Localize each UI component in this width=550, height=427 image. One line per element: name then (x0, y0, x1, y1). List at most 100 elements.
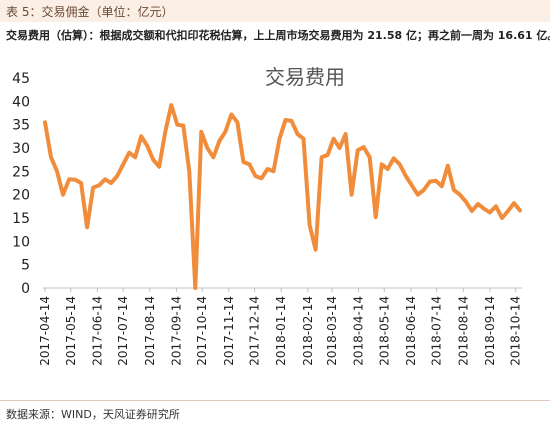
data-point (272, 169, 276, 173)
x-tick-label: 2018-02-14 (301, 296, 315, 366)
data-point (494, 204, 498, 208)
y-axis-ticks: 0 5 10 15 20 25 30 35 40 45 (12, 71, 30, 297)
data-point (440, 184, 444, 188)
data-point (235, 120, 239, 124)
x-tick-label: 2018-08-14 (456, 296, 470, 366)
data-point (223, 130, 227, 134)
data-point (199, 130, 203, 134)
data-point (157, 165, 161, 169)
data-point (229, 112, 233, 116)
data-point (320, 155, 324, 159)
data-point (284, 118, 288, 122)
data-point (103, 177, 107, 181)
data-point (332, 137, 336, 141)
data-point (67, 177, 71, 181)
x-tick-label: 2018-05-14 (377, 296, 391, 366)
data-point (181, 124, 185, 128)
data-point (512, 201, 516, 205)
y-tick-label: 10 (12, 234, 30, 250)
table-header-label: 表 5：交易佣金（单位：亿元） (6, 5, 174, 19)
table-header-bar: 表 5：交易佣金（单位：亿元） (0, 0, 550, 22)
x-axis-ticks: 2017-04-14 2017-05-14 2017-06-14 2017-07-14… (38, 288, 523, 366)
chart-container: 交易费用 0 5 10 15 20 25 30 35 40 45 2017-04-14 2017-0… (0, 48, 550, 398)
data-point (121, 162, 125, 166)
data-point (85, 225, 89, 229)
data-point (163, 130, 167, 134)
data-point (73, 178, 77, 182)
y-tick-label: 20 (12, 188, 30, 204)
x-tick-label: 2017-05-14 (64, 296, 78, 366)
data-point (145, 144, 149, 148)
data-point (260, 176, 264, 180)
y-tick-label: 45 (12, 71, 30, 87)
x-tick-label: 2017-06-14 (90, 296, 104, 366)
data-point (452, 188, 456, 192)
series-line (43, 103, 522, 290)
data-source: 数据来源：WIND，天风证券研究所 (6, 408, 180, 421)
data-point (392, 156, 396, 160)
data-point (500, 216, 504, 220)
data-point (416, 193, 420, 197)
data-point (302, 137, 306, 141)
x-tick-label: 2018-06-14 (404, 296, 418, 366)
x-tick-label: 2017-08-14 (143, 296, 157, 366)
data-point (488, 210, 492, 214)
x-tick-label: 2017-07-14 (116, 296, 130, 366)
x-tick-label: 2018-01-14 (274, 296, 288, 366)
y-tick-label: 0 (21, 281, 30, 297)
data-point (356, 148, 360, 152)
data-point (386, 167, 390, 171)
chart-title: 交易费用 (265, 65, 345, 89)
data-point (476, 202, 480, 206)
data-point (410, 183, 414, 187)
x-tick-label: 2018-03-14 (325, 296, 339, 366)
data-point (482, 207, 486, 211)
data-point (79, 181, 83, 185)
data-point (518, 209, 522, 213)
y-tick-label: 5 (21, 258, 30, 274)
data-point (350, 193, 354, 197)
data-point (115, 174, 119, 178)
data-point (374, 215, 378, 219)
y-tick-label: 30 (12, 141, 30, 157)
data-point (380, 162, 384, 166)
data-point (404, 174, 408, 178)
data-point (175, 123, 179, 127)
data-point (217, 139, 221, 143)
data-point (446, 164, 450, 168)
y-tick-label: 15 (12, 211, 30, 227)
data-point (308, 223, 312, 227)
data-point (97, 183, 101, 187)
y-tick-label: 25 (12, 164, 30, 180)
data-point (362, 145, 366, 149)
data-point (247, 162, 251, 166)
data-point (61, 193, 65, 197)
data-point (326, 153, 330, 157)
data-point (139, 134, 143, 138)
data-point (296, 132, 300, 136)
x-tick-label: 2017-12-14 (248, 296, 262, 366)
footer-divider (0, 400, 550, 401)
estimate-note: 交易费用（估算）：根据成交额和代扣印花税估算，上上周市场交易费用为 21.58 … (6, 29, 550, 42)
data-point (127, 151, 131, 155)
data-point (290, 119, 294, 123)
data-point (49, 155, 53, 159)
y-tick-label: 35 (12, 118, 30, 134)
data-point (241, 160, 245, 164)
data-point (266, 167, 270, 171)
data-point (211, 155, 215, 159)
x-tick-label: 2017-11-14 (222, 296, 236, 366)
data-point (464, 200, 468, 204)
x-tick-label: 2017-04-14 (38, 296, 52, 366)
x-tick-label: 2017-10-14 (195, 296, 209, 366)
data-point (344, 132, 348, 136)
x-tick-label: 2018-09-14 (483, 296, 497, 366)
data-point (506, 209, 510, 213)
data-point (193, 286, 197, 290)
y-tick-label: 40 (12, 94, 30, 110)
data-point (422, 188, 426, 192)
data-point (470, 209, 474, 213)
x-tick-label: 2018-04-14 (352, 296, 366, 366)
data-point (278, 137, 282, 141)
data-point (151, 158, 155, 162)
